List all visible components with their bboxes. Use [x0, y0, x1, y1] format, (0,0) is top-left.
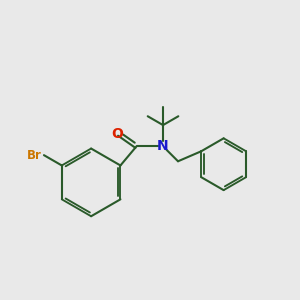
- Text: N: N: [157, 139, 169, 153]
- Text: Br: Br: [27, 149, 42, 162]
- Text: O: O: [112, 127, 124, 141]
